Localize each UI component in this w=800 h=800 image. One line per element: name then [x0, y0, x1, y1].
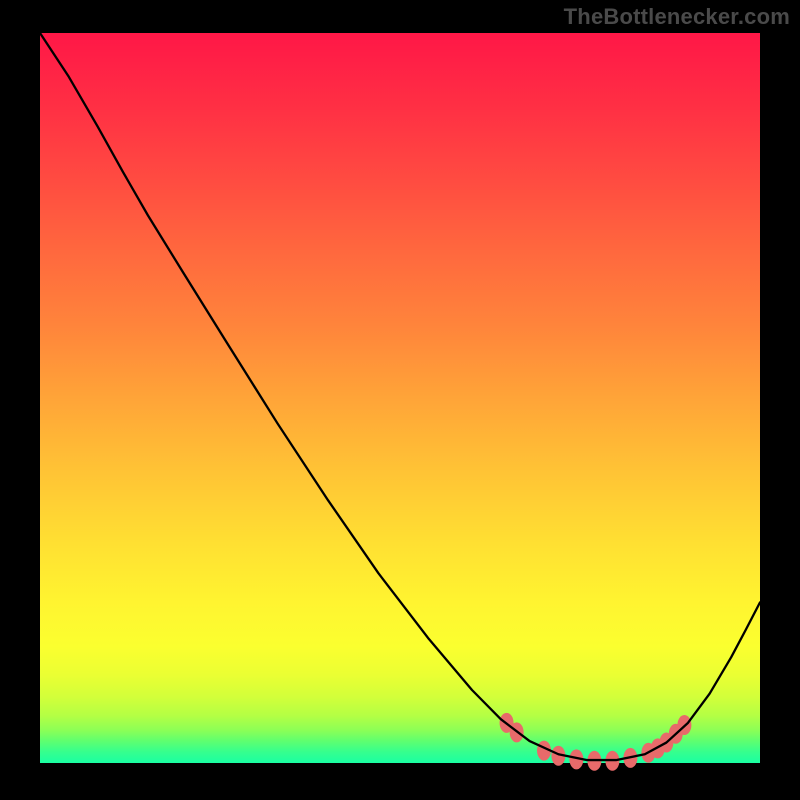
watermark-text: TheBottlenecker.com — [564, 4, 790, 30]
bottleneck-chart: TheBottlenecker.com — [0, 0, 800, 800]
plot-svg — [0, 0, 800, 800]
gradient-background — [40, 33, 760, 763]
